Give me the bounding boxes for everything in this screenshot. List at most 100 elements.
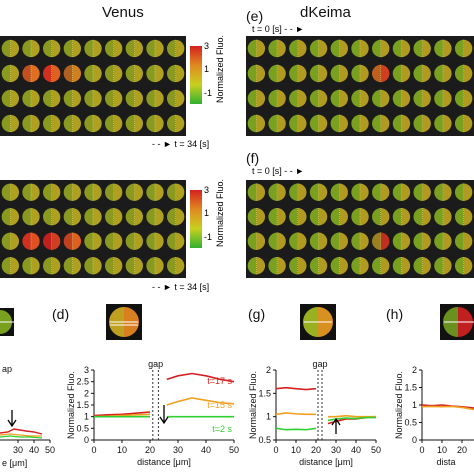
cell-circle	[146, 89, 164, 108]
cell-left-half	[146, 114, 155, 133]
cell-circle	[166, 89, 185, 108]
series-line	[421, 405, 474, 411]
cell-circle	[146, 208, 164, 226]
cell-right-half	[401, 183, 411, 201]
cell-circle	[372, 64, 390, 83]
cell-right-half	[339, 89, 348, 108]
cell-circle	[309, 64, 328, 83]
cell-circle	[166, 257, 185, 275]
cell-right-half	[422, 232, 431, 250]
cell-right-half	[51, 64, 61, 83]
cell-right-half	[360, 208, 369, 226]
venus-grid-bottom	[0, 180, 186, 278]
cell-circle	[330, 183, 348, 201]
cell-left-half	[1, 89, 11, 108]
cell-left-half	[454, 208, 464, 226]
cell-left-half	[434, 64, 443, 83]
cell-circle	[372, 183, 390, 201]
series-line	[275, 412, 316, 416]
cell-right-half	[31, 257, 40, 275]
cell-right-half	[175, 39, 185, 58]
cell-circle	[63, 183, 82, 201]
cell-right-half	[401, 64, 411, 83]
cell-circle	[125, 257, 144, 275]
cell-right-half	[51, 208, 61, 226]
cell-circle	[125, 89, 144, 108]
y-tick-label: 0.5	[404, 418, 417, 428]
cell-right-half	[155, 89, 164, 108]
cell-circle	[63, 89, 82, 108]
cell-circle	[413, 257, 431, 275]
cell-right-half	[10, 39, 20, 58]
cell-right-half	[277, 64, 286, 83]
cell-right-half	[442, 39, 452, 58]
cell-right-half	[297, 64, 307, 83]
cell-circle	[104, 232, 123, 250]
cell-left-half	[392, 183, 402, 201]
cell-left-half	[1, 64, 11, 83]
panel-label-d: (d)	[52, 306, 70, 322]
cell-left-half	[84, 89, 93, 108]
cell-circle	[22, 208, 40, 226]
cell-right-half	[256, 114, 266, 133]
cell-right-half	[134, 208, 144, 226]
cell-left-half	[104, 64, 114, 83]
cell-left-half	[330, 39, 340, 58]
cell-circle	[289, 232, 307, 250]
cell-left-half	[434, 232, 443, 250]
cell-right-half	[72, 208, 82, 226]
cell-right-half	[339, 114, 348, 133]
cell-left-half	[268, 183, 278, 201]
cell-right-half	[31, 114, 40, 133]
x-tick-label: 0	[419, 445, 424, 455]
x-axis-label: distance [μm]	[137, 457, 191, 467]
cell-right-half	[256, 257, 266, 275]
cell-right-half	[442, 232, 452, 250]
cell-right-half	[277, 183, 286, 201]
cell-right-half	[339, 39, 348, 58]
cell-circle	[42, 114, 61, 133]
cell-right-half	[93, 183, 102, 201]
cell-left-half	[351, 208, 360, 226]
cell-circle	[22, 64, 40, 83]
cell-circle	[330, 64, 348, 83]
colorbar-top-tick-1: 1	[204, 64, 210, 74]
x-tick-label: 30	[13, 445, 23, 455]
cell-circle	[351, 257, 369, 275]
cell-circle	[289, 114, 307, 133]
cell-circle	[42, 208, 61, 226]
x-tick-label: 10	[291, 445, 301, 455]
cell-right-half	[401, 39, 411, 58]
cell-right-half	[339, 232, 348, 250]
cell-left-half	[268, 232, 278, 250]
cell-thumbnail-h	[440, 304, 474, 340]
cell-circle	[247, 89, 266, 108]
cell-circle	[289, 39, 307, 58]
cell-left-half	[247, 64, 257, 83]
cell-right-half	[93, 257, 102, 275]
cell-right-half	[380, 39, 390, 58]
cell-right-half	[134, 39, 144, 58]
cell-circle	[84, 64, 102, 83]
time-end-bottom: - - ► t = 34 [s]	[152, 282, 209, 292]
cell-circle	[42, 39, 61, 58]
cell-left-half	[351, 114, 360, 133]
cell-circle	[42, 64, 61, 83]
cell-circle	[434, 39, 452, 58]
cell-left-half	[22, 89, 31, 108]
cell-circle	[63, 64, 82, 83]
series-line	[327, 416, 376, 422]
dkeima-grid-top	[246, 36, 474, 136]
cell-circle	[63, 208, 82, 226]
cell-circle	[146, 232, 164, 250]
cell-right-half	[155, 114, 164, 133]
cell-circle	[268, 257, 286, 275]
cell-right-half	[339, 257, 348, 275]
cell-right-half	[256, 232, 266, 250]
cell-left-half	[166, 232, 176, 250]
cell-right-half	[401, 232, 411, 250]
cell-right-half	[380, 183, 390, 201]
cell-left-half	[454, 232, 464, 250]
cell-left-half	[413, 64, 423, 83]
cell-right-half	[93, 64, 102, 83]
